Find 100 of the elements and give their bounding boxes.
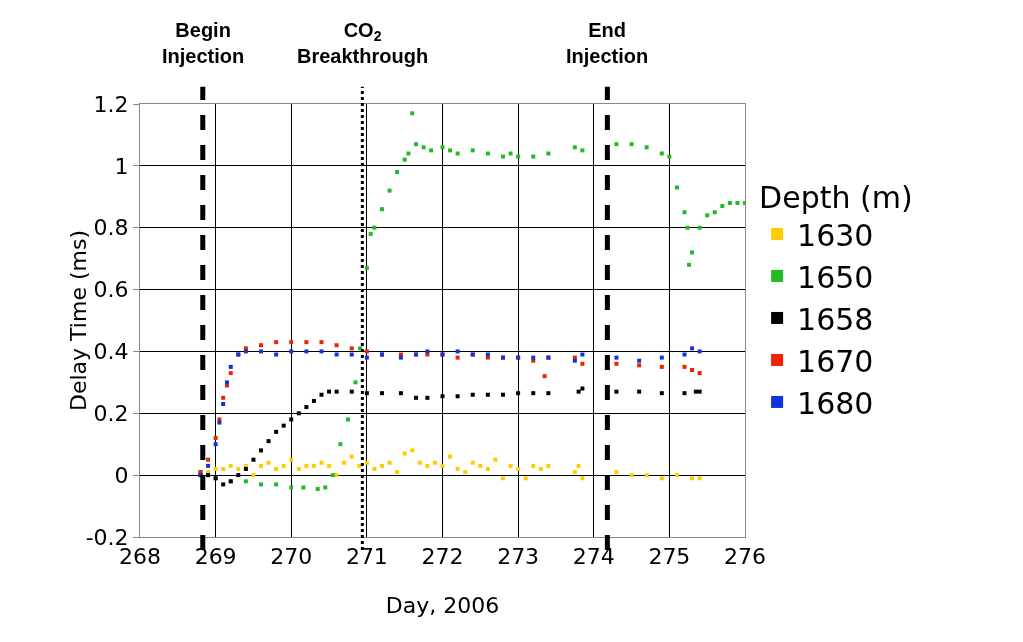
x-tick-label: 271 <box>345 544 388 570</box>
point <box>236 473 241 478</box>
point <box>470 392 475 397</box>
point <box>455 355 460 360</box>
point <box>274 466 279 471</box>
point <box>274 429 279 434</box>
point <box>414 142 419 147</box>
point <box>380 391 384 396</box>
point <box>259 448 263 453</box>
point <box>213 466 218 471</box>
x-tick-label: 268 <box>119 544 161 570</box>
point <box>682 391 687 396</box>
point <box>304 405 309 410</box>
ref-line-label: Begin Injection <box>162 19 245 67</box>
point <box>349 346 354 351</box>
point <box>213 436 218 441</box>
y-tick-label: 0.8 <box>93 215 129 241</box>
y-tick-label: 0.4 <box>93 339 129 365</box>
point <box>572 145 577 150</box>
point <box>319 460 324 465</box>
y-tick-label: 1.2 <box>93 91 129 117</box>
point <box>682 210 687 215</box>
point <box>281 463 286 468</box>
point <box>440 394 445 399</box>
point <box>580 352 585 357</box>
point <box>659 151 664 156</box>
point <box>410 111 415 116</box>
point <box>364 265 369 270</box>
point <box>538 466 543 471</box>
point <box>368 231 373 236</box>
point <box>712 210 717 215</box>
point <box>228 463 233 468</box>
point <box>221 466 226 471</box>
point <box>266 439 271 444</box>
legend-label: 1630 <box>797 217 874 253</box>
point <box>674 473 679 478</box>
point <box>364 349 369 354</box>
point <box>629 142 634 147</box>
point <box>516 154 521 159</box>
x-tick-label: 273 <box>497 544 540 570</box>
point <box>429 148 434 153</box>
point <box>659 391 664 396</box>
point <box>637 363 642 368</box>
point <box>508 463 513 468</box>
point <box>637 358 642 363</box>
point <box>659 355 664 360</box>
point <box>221 482 226 487</box>
point <box>406 151 411 156</box>
point <box>485 392 490 397</box>
point <box>667 154 672 159</box>
point <box>697 349 702 354</box>
point <box>493 457 498 462</box>
x-tick-label: 272 <box>421 544 464 570</box>
point <box>501 476 505 481</box>
point <box>580 476 585 481</box>
point <box>614 389 619 394</box>
point <box>501 154 505 159</box>
ref-line-label: CO$_{2}$ Breakthrough <box>297 19 429 67</box>
point <box>448 454 453 459</box>
point <box>531 463 536 468</box>
point <box>690 476 695 481</box>
point <box>274 352 279 357</box>
point <box>311 398 316 403</box>
point <box>440 463 445 468</box>
point <box>546 151 551 156</box>
point <box>644 473 649 478</box>
point <box>690 346 695 351</box>
point <box>213 442 218 447</box>
point <box>319 340 324 345</box>
point <box>614 470 619 475</box>
point <box>281 423 286 428</box>
ref-line-label: End Injection <box>566 19 649 67</box>
point <box>259 343 263 348</box>
point <box>296 466 301 471</box>
point <box>410 448 415 453</box>
point <box>690 367 695 372</box>
point <box>448 148 453 153</box>
y-tick-label: 0.2 <box>93 400 129 426</box>
point <box>364 391 369 396</box>
point <box>614 355 619 360</box>
point <box>455 466 460 471</box>
point <box>659 364 664 369</box>
legend-label: 1670 <box>797 343 874 379</box>
point <box>485 151 490 156</box>
point <box>372 225 377 230</box>
point <box>580 386 585 391</box>
point <box>251 457 256 462</box>
point <box>349 454 354 459</box>
x-tick-label: 276 <box>724 544 766 570</box>
point <box>682 352 687 357</box>
x-tick-label: 275 <box>648 544 691 570</box>
point <box>531 154 536 159</box>
point <box>327 389 332 394</box>
point <box>576 463 581 468</box>
point <box>228 364 233 369</box>
point <box>425 395 430 400</box>
point <box>720 204 725 209</box>
legend-label: 1658 <box>797 301 874 337</box>
point <box>304 340 309 345</box>
point <box>289 457 294 462</box>
